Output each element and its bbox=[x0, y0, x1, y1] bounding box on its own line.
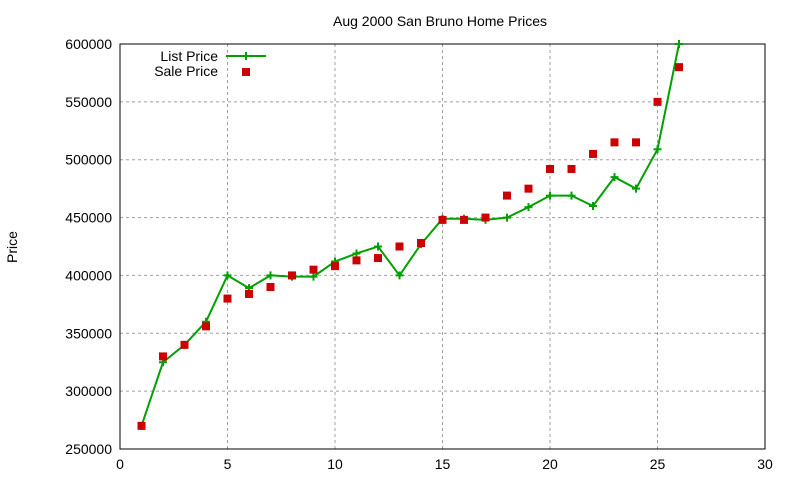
sale-price-point bbox=[331, 262, 339, 271]
y-tick-label: 550000 bbox=[65, 94, 112, 110]
x-tick-label: 25 bbox=[650, 456, 666, 472]
list-price-line bbox=[140, 43, 680, 427]
y-tick-label: 450000 bbox=[65, 210, 112, 226]
sale-price-point bbox=[417, 239, 425, 248]
sale-price-point bbox=[374, 254, 382, 263]
x-tick-label: 20 bbox=[542, 456, 558, 472]
sale-price-point bbox=[675, 63, 683, 72]
sale-price-point bbox=[546, 164, 554, 173]
sale-price-point bbox=[395, 242, 404, 251]
sale-price-point bbox=[137, 421, 146, 430]
sale-price-point bbox=[481, 213, 490, 222]
sale-price-point bbox=[309, 265, 318, 274]
legend-sale-price: Sale Price bbox=[154, 63, 218, 79]
sale-price-point bbox=[503, 191, 511, 200]
x-tick-label: 15 bbox=[435, 456, 451, 472]
sale-price-point bbox=[632, 138, 640, 147]
x-tick-label: 30 bbox=[757, 456, 773, 472]
sale-price-point bbox=[266, 283, 275, 291]
x-tick-label: 10 bbox=[327, 456, 343, 472]
y-tick-label: 500000 bbox=[65, 152, 112, 168]
sale-price-point bbox=[610, 138, 619, 147]
y-tick-label: 350000 bbox=[65, 325, 112, 341]
legend-list-price: List Price bbox=[160, 48, 218, 64]
y-tick-label: 600000 bbox=[65, 36, 112, 52]
y-tick-label: 400000 bbox=[65, 267, 112, 283]
sale-price-point bbox=[524, 184, 533, 193]
sale-price-point bbox=[352, 256, 361, 265]
sale-price-point bbox=[245, 289, 253, 298]
sale-price-point bbox=[202, 322, 210, 331]
x-tick-label: 5 bbox=[224, 456, 232, 472]
sale-price-point bbox=[589, 149, 597, 158]
sale-price-point bbox=[180, 340, 189, 349]
y-tick-label: 300000 bbox=[65, 383, 112, 399]
sale-price-point bbox=[159, 352, 167, 361]
sale-price-point bbox=[288, 271, 296, 280]
y-tick-label: 250000 bbox=[65, 441, 112, 457]
sale-price-point bbox=[438, 215, 447, 224]
x-tick-label: 0 bbox=[116, 456, 124, 472]
sale-price-point bbox=[567, 164, 576, 173]
chart-title: Aug 2000 San Bruno Home Prices bbox=[333, 13, 547, 29]
sale-price-point bbox=[653, 97, 662, 106]
y-axis-label: Price bbox=[4, 231, 20, 263]
sale-price-point bbox=[460, 215, 468, 224]
sale-price-point bbox=[223, 294, 232, 303]
